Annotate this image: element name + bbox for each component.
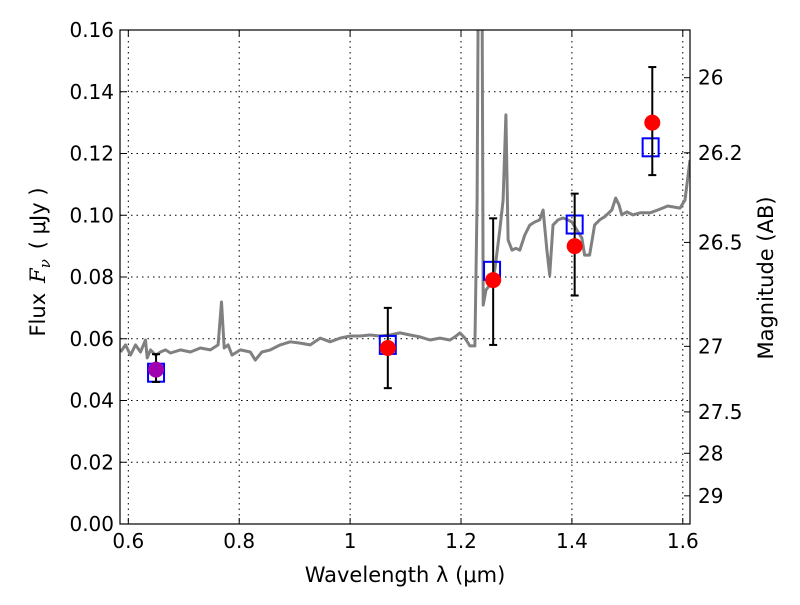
y-axis-label: FluxFν( μJy ) xyxy=(26,187,54,336)
x-tick-label: 1 xyxy=(344,529,357,553)
y2-tick-label: 26 xyxy=(698,66,723,90)
x-tick-label: 1.2 xyxy=(445,529,477,553)
x-axis-label: Wavelength λ (μm) xyxy=(305,563,506,587)
y-tick-label: 0.14 xyxy=(69,80,114,104)
y-tick-label: 0.12 xyxy=(69,142,114,166)
x-tick-label: 1.4 xyxy=(556,529,588,553)
y2-tick-label: 26.5 xyxy=(698,230,743,254)
y2-tick-label: 29 xyxy=(698,484,723,508)
model-square-marker xyxy=(641,137,660,158)
axes: 0.6 0.8 1 1.2 1.4 1.6 0.00 0.02 0.04 0.06 0.08 0.10… xyxy=(69,18,742,553)
y-tick-label: 0.00 xyxy=(69,512,114,536)
spectrum-line xyxy=(120,30,690,362)
observed-point xyxy=(566,238,583,255)
points-layer xyxy=(147,66,661,390)
x-tick-label: 0.6 xyxy=(112,529,144,553)
observed-point xyxy=(644,114,661,131)
observed-point xyxy=(485,272,502,289)
y2-tick-label: 26.2 xyxy=(698,141,743,165)
grid xyxy=(120,29,690,525)
y2-tick-label: 27.5 xyxy=(698,400,743,424)
observed-point xyxy=(148,361,165,378)
y-tick-label: 0.02 xyxy=(69,450,114,474)
y2-tick-label: 28 xyxy=(698,441,723,465)
spectrum-layer xyxy=(120,30,690,362)
x-tick-label: 1.6 xyxy=(667,529,699,553)
y2-axis-label: Magnitude (AB) xyxy=(754,196,778,359)
y-tick-label: 0.04 xyxy=(69,389,114,413)
y2-tick-label: 27 xyxy=(698,334,723,358)
x-tick-label: 0.8 xyxy=(223,529,255,553)
y-tick-label: 0.16 xyxy=(69,18,114,42)
y-tick-label: 0.08 xyxy=(69,265,114,289)
observed-point xyxy=(379,340,396,357)
y-tick-label: 0.10 xyxy=(69,203,114,227)
y-tick-label: 0.06 xyxy=(69,327,114,351)
